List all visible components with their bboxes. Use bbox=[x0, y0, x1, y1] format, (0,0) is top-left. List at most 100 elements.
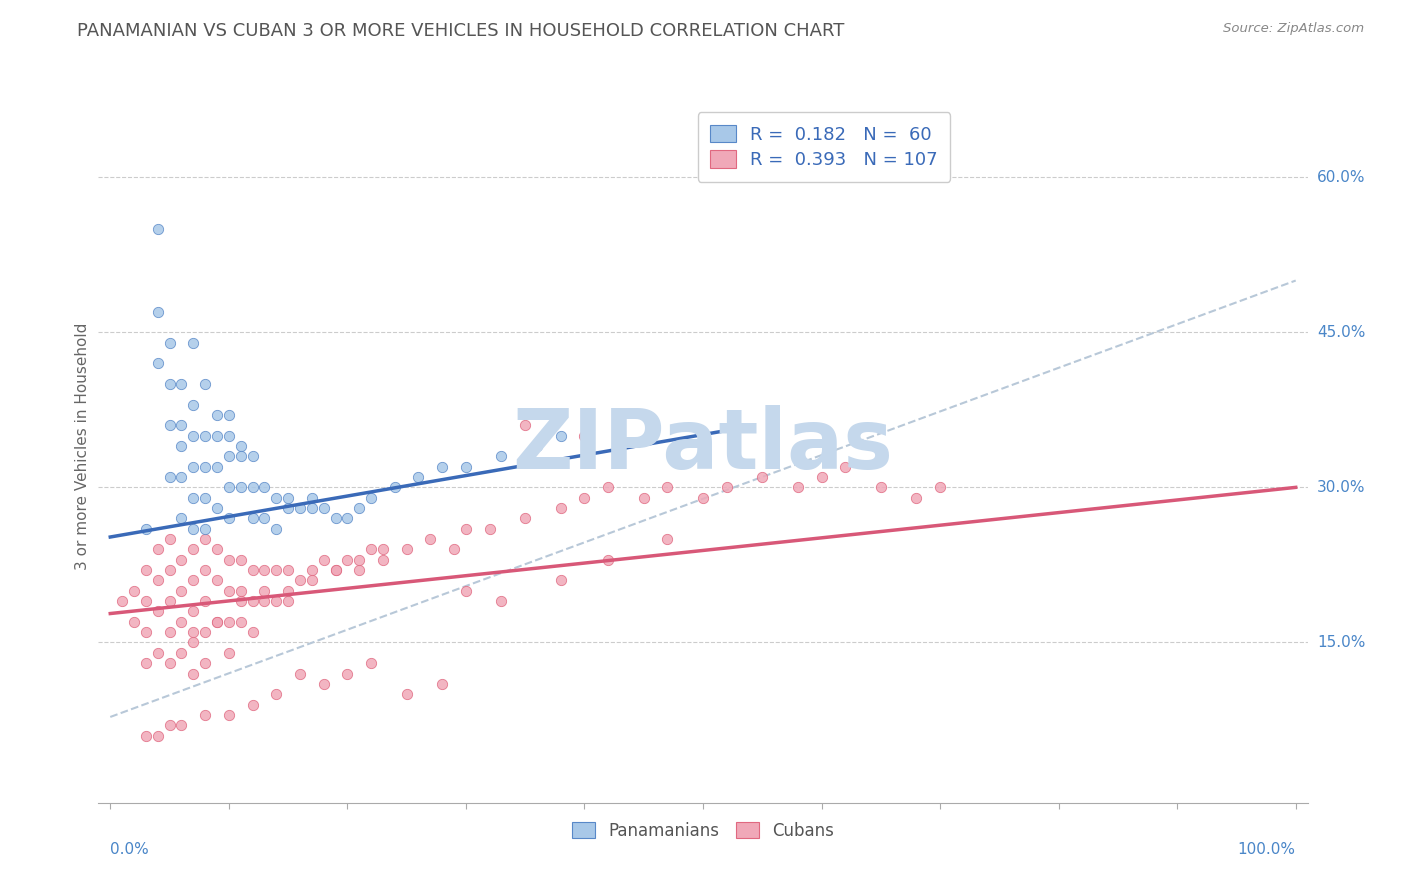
Point bbox=[657, 532, 679, 546]
Point bbox=[301, 574, 323, 588]
Point bbox=[122, 615, 145, 629]
Point bbox=[218, 583, 240, 598]
Point bbox=[253, 511, 276, 525]
Point bbox=[264, 491, 287, 505]
Point bbox=[288, 666, 311, 681]
Point bbox=[264, 594, 287, 608]
Point bbox=[194, 532, 217, 546]
Point bbox=[159, 563, 181, 577]
Point bbox=[218, 450, 240, 464]
Point bbox=[205, 574, 228, 588]
Point bbox=[242, 511, 264, 525]
Point bbox=[181, 398, 204, 412]
Text: 60.0%: 60.0% bbox=[1317, 169, 1365, 185]
Point bbox=[170, 418, 193, 433]
Text: ZIPatlas: ZIPatlas bbox=[513, 406, 893, 486]
Point bbox=[526, 439, 548, 453]
Point bbox=[301, 491, 323, 505]
Point bbox=[135, 594, 157, 608]
Point bbox=[229, 450, 252, 464]
Point bbox=[419, 532, 441, 546]
Point bbox=[491, 450, 513, 464]
Point bbox=[146, 542, 169, 557]
Text: Source: ZipAtlas.com: Source: ZipAtlas.com bbox=[1223, 22, 1364, 36]
Point bbox=[146, 356, 169, 370]
Point bbox=[146, 304, 169, 318]
Text: 30.0%: 30.0% bbox=[1317, 480, 1365, 495]
Point bbox=[170, 470, 193, 484]
Point bbox=[325, 563, 347, 577]
Point bbox=[181, 635, 204, 649]
Point bbox=[347, 553, 370, 567]
Point bbox=[264, 522, 287, 536]
Text: PANAMANIAN VS CUBAN 3 OR MORE VEHICLES IN HOUSEHOLD CORRELATION CHART: PANAMANIAN VS CUBAN 3 OR MORE VEHICLES I… bbox=[77, 22, 845, 40]
Point bbox=[716, 480, 738, 494]
Point bbox=[657, 480, 679, 494]
Point bbox=[159, 625, 181, 640]
Point bbox=[905, 491, 928, 505]
Point bbox=[360, 542, 382, 557]
Point bbox=[443, 542, 465, 557]
Point bbox=[146, 605, 169, 619]
Point bbox=[336, 511, 359, 525]
Point bbox=[135, 522, 157, 536]
Point bbox=[432, 459, 454, 474]
Point bbox=[301, 501, 323, 516]
Point bbox=[810, 470, 832, 484]
Point bbox=[336, 553, 359, 567]
Point bbox=[395, 687, 418, 701]
Point bbox=[253, 480, 276, 494]
Point bbox=[194, 459, 217, 474]
Point bbox=[371, 553, 394, 567]
Point bbox=[218, 707, 240, 722]
Point bbox=[181, 335, 204, 350]
Point bbox=[454, 459, 477, 474]
Point bbox=[159, 594, 181, 608]
Point bbox=[194, 656, 217, 670]
Point bbox=[205, 615, 228, 629]
Point bbox=[229, 480, 252, 494]
Point bbox=[170, 376, 193, 391]
Point bbox=[277, 583, 299, 598]
Point bbox=[869, 480, 891, 494]
Point bbox=[301, 563, 323, 577]
Point bbox=[550, 574, 572, 588]
Point bbox=[194, 522, 217, 536]
Point bbox=[253, 594, 276, 608]
Point bbox=[170, 439, 193, 453]
Text: 45.0%: 45.0% bbox=[1317, 325, 1365, 340]
Point bbox=[253, 583, 276, 598]
Point bbox=[929, 480, 952, 494]
Point bbox=[312, 501, 335, 516]
Point bbox=[194, 563, 217, 577]
Point bbox=[515, 418, 537, 433]
Legend: Panamanians, Cubans: Panamanians, Cubans bbox=[564, 814, 842, 848]
Point bbox=[253, 563, 276, 577]
Point bbox=[135, 656, 157, 670]
Point bbox=[181, 666, 204, 681]
Point bbox=[242, 563, 264, 577]
Point bbox=[515, 511, 537, 525]
Point bbox=[550, 428, 572, 442]
Point bbox=[135, 729, 157, 743]
Point bbox=[181, 625, 204, 640]
Point bbox=[205, 428, 228, 442]
Point bbox=[574, 491, 596, 505]
Point bbox=[229, 553, 252, 567]
Point bbox=[205, 501, 228, 516]
Point bbox=[146, 729, 169, 743]
Text: 100.0%: 100.0% bbox=[1237, 842, 1296, 857]
Point bbox=[111, 594, 134, 608]
Point bbox=[194, 625, 217, 640]
Point bbox=[146, 574, 169, 588]
Point bbox=[194, 376, 217, 391]
Point bbox=[170, 646, 193, 660]
Text: 15.0%: 15.0% bbox=[1317, 635, 1365, 650]
Point bbox=[229, 439, 252, 453]
Point bbox=[146, 646, 169, 660]
Point bbox=[692, 491, 714, 505]
Point bbox=[598, 480, 620, 494]
Point bbox=[205, 542, 228, 557]
Point bbox=[218, 615, 240, 629]
Point bbox=[181, 491, 204, 505]
